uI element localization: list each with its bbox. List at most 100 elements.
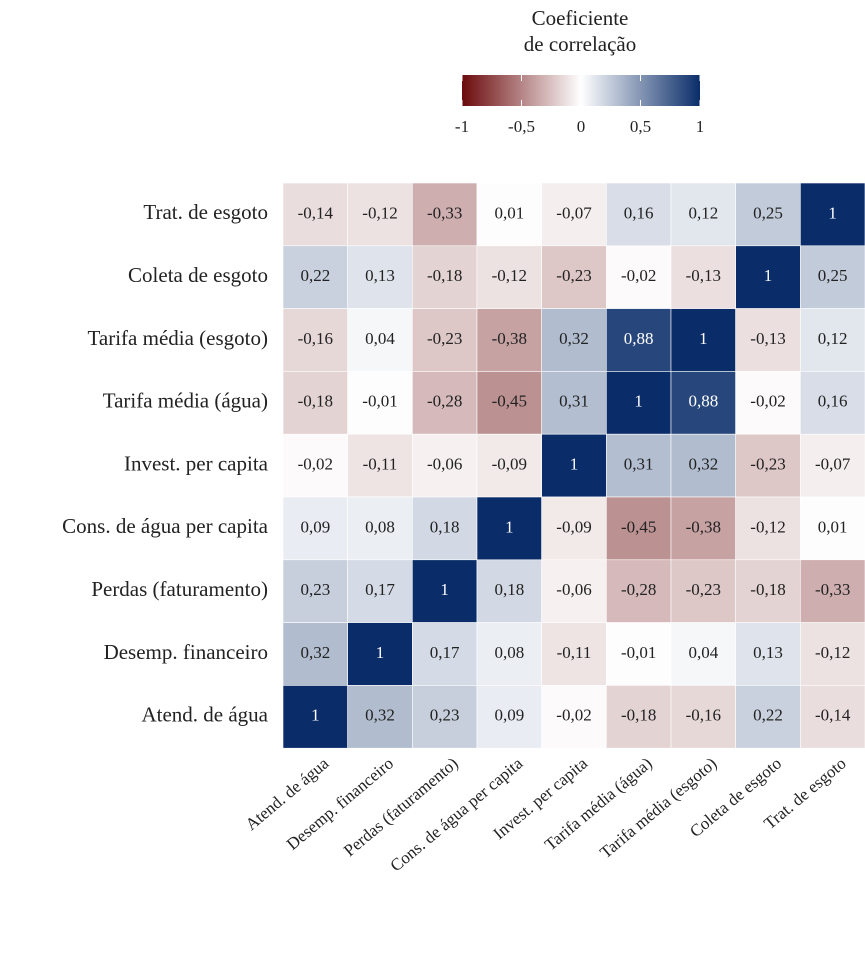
colorbar-tick-label: 0 [577, 117, 586, 136]
cell-label: 0,17 [430, 643, 460, 662]
cell-label: 0,88 [688, 392, 718, 411]
cell-label: -0,23 [427, 329, 462, 348]
cell-label: -0,28 [621, 580, 656, 599]
cell-label: -0,18 [621, 706, 656, 725]
cell-label: 0,22 [300, 266, 330, 285]
cell-label: 0,04 [365, 329, 395, 348]
cell-label: 0,09 [494, 706, 524, 725]
heatmap-cell [282, 496, 348, 561]
x-tick-label: Desemp. financeiro [283, 754, 397, 854]
cell-label: 0,12 [818, 329, 848, 348]
heatmap-cell [476, 308, 542, 372]
heatmap-cell [476, 559, 542, 623]
heatmap-cell [735, 685, 801, 749]
cell-label: 0,08 [365, 517, 395, 536]
cell-label: -0,14 [298, 203, 334, 222]
heatmap-cell [670, 182, 736, 247]
cell-label: 0,01 [818, 517, 848, 536]
heatmap-cell [606, 245, 672, 309]
cell-label: 0,09 [300, 517, 330, 536]
cell-label: -0,07 [815, 455, 851, 474]
heatmap-cell [670, 559, 736, 623]
heatmap-cell [282, 308, 348, 372]
cell-label: -0,16 [298, 329, 333, 348]
heatmap-cell [800, 245, 865, 309]
cell-label: 0,32 [559, 329, 589, 348]
cell-label: -0,12 [750, 517, 785, 536]
cell-label: 0,31 [624, 455, 654, 474]
cell-label: 0,17 [365, 580, 395, 599]
x-tick-label: Perdas (faturamento) [340, 754, 462, 860]
heatmap-cell [347, 245, 413, 309]
cell-label: 0,13 [753, 643, 783, 662]
heatmap-cell [476, 685, 542, 749]
cell-label: 0,31 [559, 392, 589, 411]
heatmap-cell [606, 496, 672, 561]
heatmap-cell [541, 496, 607, 561]
heatmap-cell [735, 622, 801, 686]
heatmap-cell [606, 308, 672, 372]
heatmap-cell [606, 622, 672, 686]
heatmap-cell [282, 622, 348, 686]
heatmap-cell [800, 622, 865, 686]
cell-label: -0,02 [556, 706, 591, 725]
y-tick-label: Tarifa média (esgoto) [88, 326, 268, 350]
cell-label: -0,23 [556, 266, 591, 285]
heatmap-cell [282, 182, 348, 247]
heatmap-cell [347, 622, 413, 686]
cell-label: -0,01 [362, 392, 397, 411]
colorbar-tick-label: 0,5 [630, 117, 651, 136]
cell-label: 1 [699, 329, 708, 348]
cell-label: 1 [376, 643, 385, 662]
y-tick-label: Tarifa média (água) [103, 389, 268, 413]
cell-label: 0,25 [818, 266, 848, 285]
cell-label: -0,01 [621, 643, 656, 662]
cell-label: 0,23 [300, 580, 330, 599]
cell-label: -0,18 [427, 266, 462, 285]
cell-label: -0,12 [492, 266, 527, 285]
cell-label: 0,08 [494, 643, 524, 662]
heatmap-cell [670, 308, 736, 372]
cell-label: 0,32 [688, 455, 718, 474]
heatmap-cell [735, 308, 801, 372]
heatmap-cell [347, 308, 413, 372]
cell-label: -0,13 [686, 266, 721, 285]
heatmap-cell [282, 371, 348, 435]
colorbar-tick-label: -1 [455, 117, 469, 136]
cell-label: 0,18 [494, 580, 524, 599]
x-tick-label: Tarifa média (esgoto) [596, 754, 720, 862]
y-tick-label: Perdas (faturamento) [91, 577, 268, 601]
cell-label: -0,02 [750, 392, 785, 411]
cell-label: 0,32 [300, 643, 330, 662]
cell-label: -0,38 [492, 329, 527, 348]
heatmap-cell [735, 433, 801, 498]
cell-label: 1 [828, 203, 837, 222]
heatmap-cell [800, 371, 865, 435]
cell-label: 0,13 [365, 266, 395, 285]
heatmap-cell [412, 496, 478, 561]
heatmap-cell [347, 559, 413, 623]
heatmap-cell [670, 622, 736, 686]
heatmap-cell [282, 685, 348, 749]
y-tick-label: Invest. per capita [124, 451, 269, 475]
colorbar-tick-label: -0,5 [508, 117, 535, 136]
cell-label: 1 [570, 455, 579, 474]
heatmap-cell [412, 245, 478, 309]
cell-label: -0,12 [362, 203, 397, 222]
cell-label: -0,28 [427, 392, 462, 411]
cell-label: -0,18 [750, 580, 785, 599]
heatmap-cell [412, 433, 478, 498]
cell-label: 1 [634, 392, 643, 411]
cell-label: -0,07 [556, 203, 592, 222]
cell-label: -0,23 [686, 580, 721, 599]
heatmap-cell [800, 496, 865, 561]
cell-label: 0,04 [688, 643, 718, 662]
heatmap-cell [800, 433, 865, 498]
colorbar-title: de correlação [524, 32, 637, 56]
y-tick-label: Cons. de água per capita [62, 514, 269, 538]
heatmap-cell [735, 371, 801, 435]
heatmap-cell [735, 245, 801, 309]
cell-label: 0,18 [430, 517, 460, 536]
cell-label: 0,16 [624, 203, 654, 222]
y-tick-label: Desemp. financeiro [104, 640, 268, 664]
